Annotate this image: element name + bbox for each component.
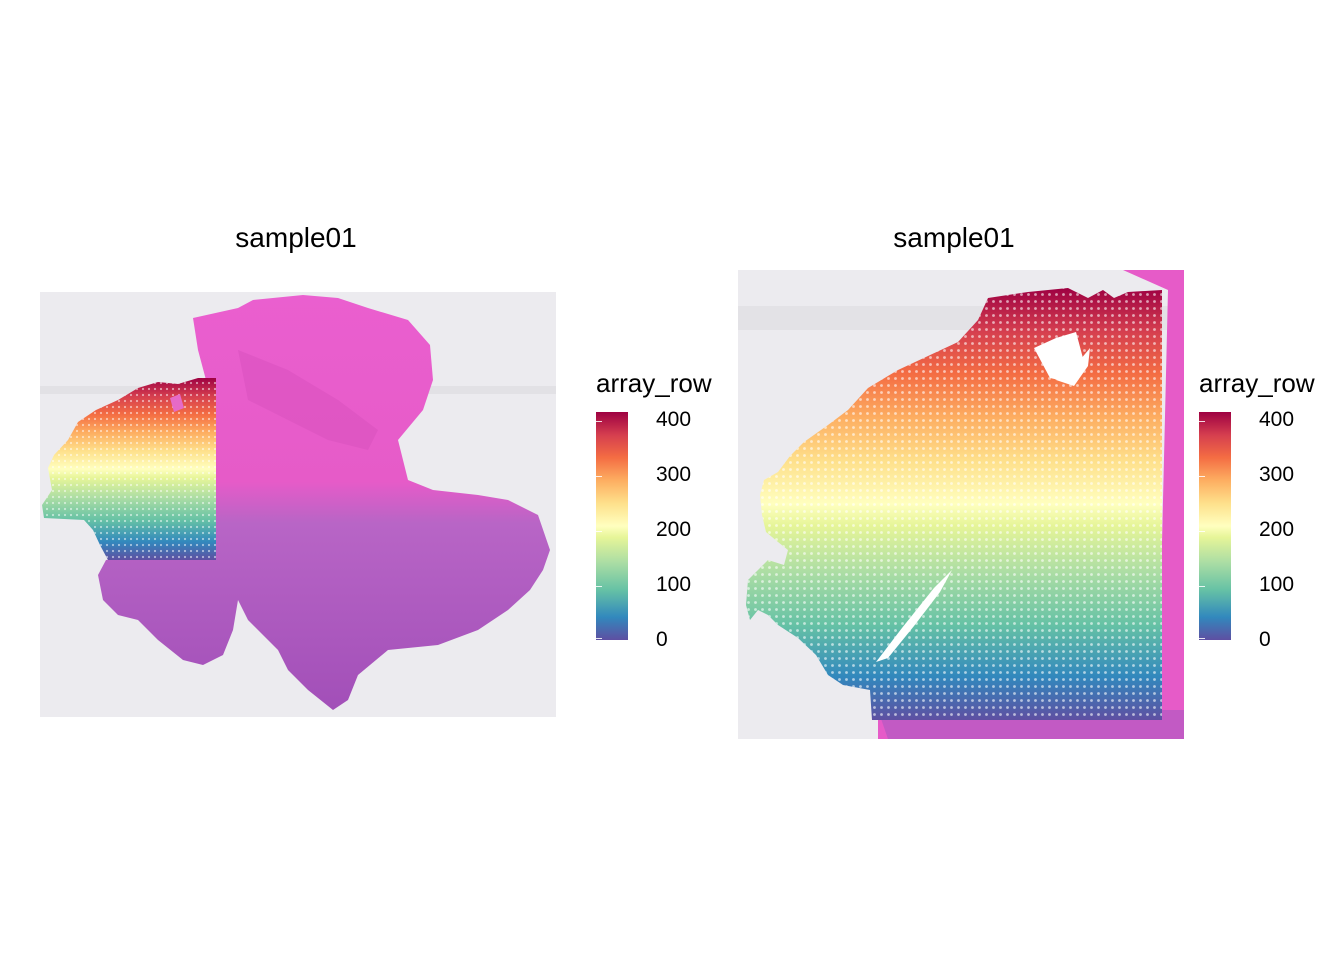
left-panel-title: sample01 — [235, 222, 357, 253]
right-tick-100: 100 — [1259, 573, 1295, 596]
right-spots — [746, 288, 1162, 720]
right-tickmark-200 — [1199, 531, 1205, 532]
left-tickmark-400 — [596, 421, 602, 422]
right-plot — [738, 270, 1184, 739]
right-tick-200: 200 — [1259, 518, 1295, 541]
left-plot — [40, 292, 556, 717]
left-tick-100: 100 — [656, 573, 692, 596]
left-tick-200: 200 — [656, 518, 692, 541]
right-colorbar — [1199, 412, 1231, 640]
left-tickmark-100 — [596, 586, 602, 587]
left-spot-texture — [42, 378, 216, 560]
right-tickmark-400 — [1199, 421, 1205, 422]
left-tick-0: 0 — [656, 628, 668, 651]
left-tick-300: 300 — [656, 463, 692, 486]
right-spot-texture — [746, 288, 1162, 720]
left-spot-hole — [170, 394, 184, 412]
right-tick-400: 400 — [1259, 408, 1295, 431]
left-tick-400: 400 — [656, 408, 692, 431]
left-tickmark-200 — [596, 531, 602, 532]
right-spot-hole-2 — [876, 570, 952, 662]
left-tickmark-0 — [596, 638, 602, 639]
right-legend-title: array_row — [1199, 368, 1315, 398]
right-tickmark-100 — [1199, 586, 1205, 587]
right-tick-0: 0 — [1259, 628, 1271, 651]
right-panel-title: sample01 — [893, 222, 1015, 253]
left-spots — [42, 378, 216, 560]
right-spot-hole-3 — [1056, 348, 1090, 386]
left-tissue-texture — [238, 350, 378, 450]
right-tickmark-300 — [1199, 476, 1205, 477]
right-tickmark-0 — [1199, 638, 1205, 639]
right-spot-hole-1 — [1034, 332, 1084, 382]
left-colorbar — [596, 412, 628, 640]
left-tickmark-300 — [596, 476, 602, 477]
left-legend-title: array_row — [596, 368, 712, 398]
right-tick-300: 300 — [1259, 463, 1295, 486]
